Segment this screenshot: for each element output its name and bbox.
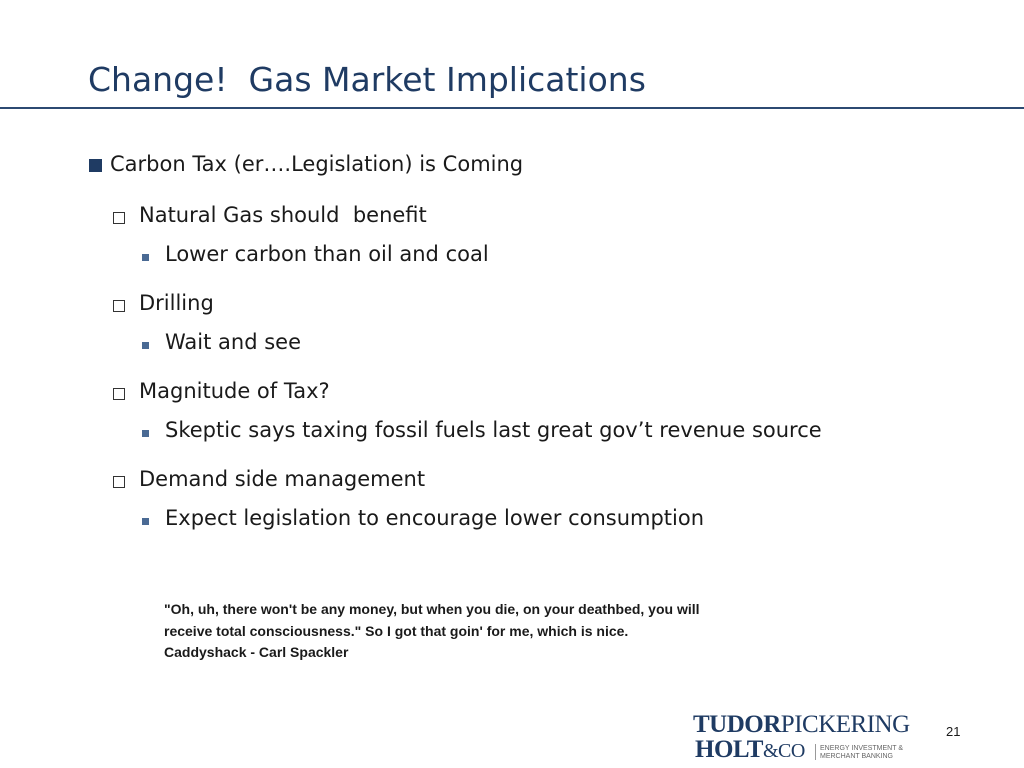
bullet-marker <box>89 159 102 172</box>
quote-line: Caddyshack - Carl Spackler <box>164 644 349 660</box>
title-rule <box>0 107 1024 109</box>
slide-title: Change! Gas Market Implications <box>88 60 646 99</box>
sub-sub-bullet-text: Lower carbon than oil and coal <box>165 242 489 266</box>
sub-sub-bullet-text: Skeptic says taxing fossil fuels last gr… <box>165 418 822 442</box>
page-number: 21 <box>946 724 961 739</box>
sub-sub-bullet-marker <box>142 518 149 525</box>
logo-word: PICKERING <box>780 711 910 738</box>
sub-sub-bullet-text: Expect legislation to encourage lower co… <box>165 506 705 530</box>
logo-line: TUDORPICKERING <box>693 711 910 739</box>
sub-bullet-marker <box>113 388 125 400</box>
sub-sub-bullet-marker <box>142 430 149 437</box>
sub-sub-bullet-marker <box>142 342 149 349</box>
sub-bullet-marker <box>113 212 125 224</box>
sub-bullet-text: Demand side management <box>139 467 426 491</box>
quote-line: "Oh, uh, there won't be any money, but w… <box>164 601 700 617</box>
logo-divider <box>815 744 816 760</box>
logo-tagline: MERCHANT BANKING <box>820 753 893 760</box>
sub-bullet-text: Magnitude of Tax? <box>139 379 330 403</box>
sub-bullet-marker <box>113 476 125 488</box>
sub-bullet-text: Natural Gas should benefit <box>139 203 427 227</box>
sub-bullet-text: Drilling <box>139 291 214 315</box>
logo-word: HOLT <box>695 736 763 763</box>
logo-word: &CO <box>762 740 805 762</box>
logo-word: TUDOR <box>693 711 781 738</box>
sub-sub-bullet-text: Wait and see <box>165 330 301 354</box>
sub-sub-bullet-marker <box>142 254 149 261</box>
sub-bullet-marker <box>113 300 125 312</box>
logo-line: HOLT&CO <box>695 736 805 764</box>
quote-line: receive total consciousness." So I got t… <box>164 623 629 639</box>
bullet-text: Carbon Tax (er….Legislation) is Coming <box>110 152 524 176</box>
logo-tagline: ENERGY INVESTMENT & <box>820 745 903 752</box>
